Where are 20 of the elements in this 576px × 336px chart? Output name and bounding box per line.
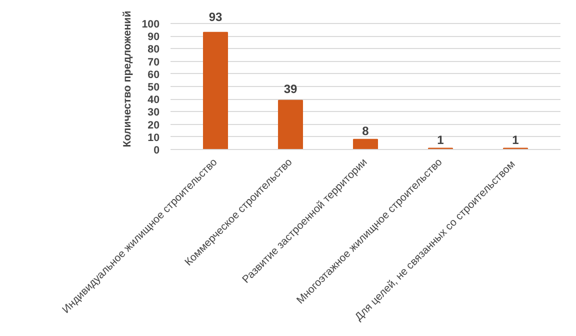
y-tick-label: 0 [154, 144, 160, 156]
y-tick-label: 70 [148, 56, 160, 68]
y-tick-label: 80 [148, 44, 160, 56]
y-tick-label: 90 [148, 31, 160, 44]
y-tick-label: 10 [148, 132, 160, 144]
y-tick-label: 60 [148, 68, 160, 81]
data-label: 8 [362, 124, 370, 138]
y-tick-label: 30 [148, 106, 160, 119]
data-label: 93 [208, 10, 222, 24]
data-label: 1 [512, 133, 520, 148]
y-tick-label: 50 [148, 82, 160, 94]
y-tick-label: 100 [142, 18, 160, 31]
y-tick-label: 40 [148, 94, 160, 106]
data-label: 39 [284, 82, 298, 96]
y-axis-title: Количество предложений [122, 10, 134, 148]
data-label: 1 [437, 133, 444, 148]
y-tick-label: 20 [148, 119, 160, 132]
bar [353, 138, 378, 150]
bar [278, 100, 303, 150]
bar [203, 32, 228, 150]
